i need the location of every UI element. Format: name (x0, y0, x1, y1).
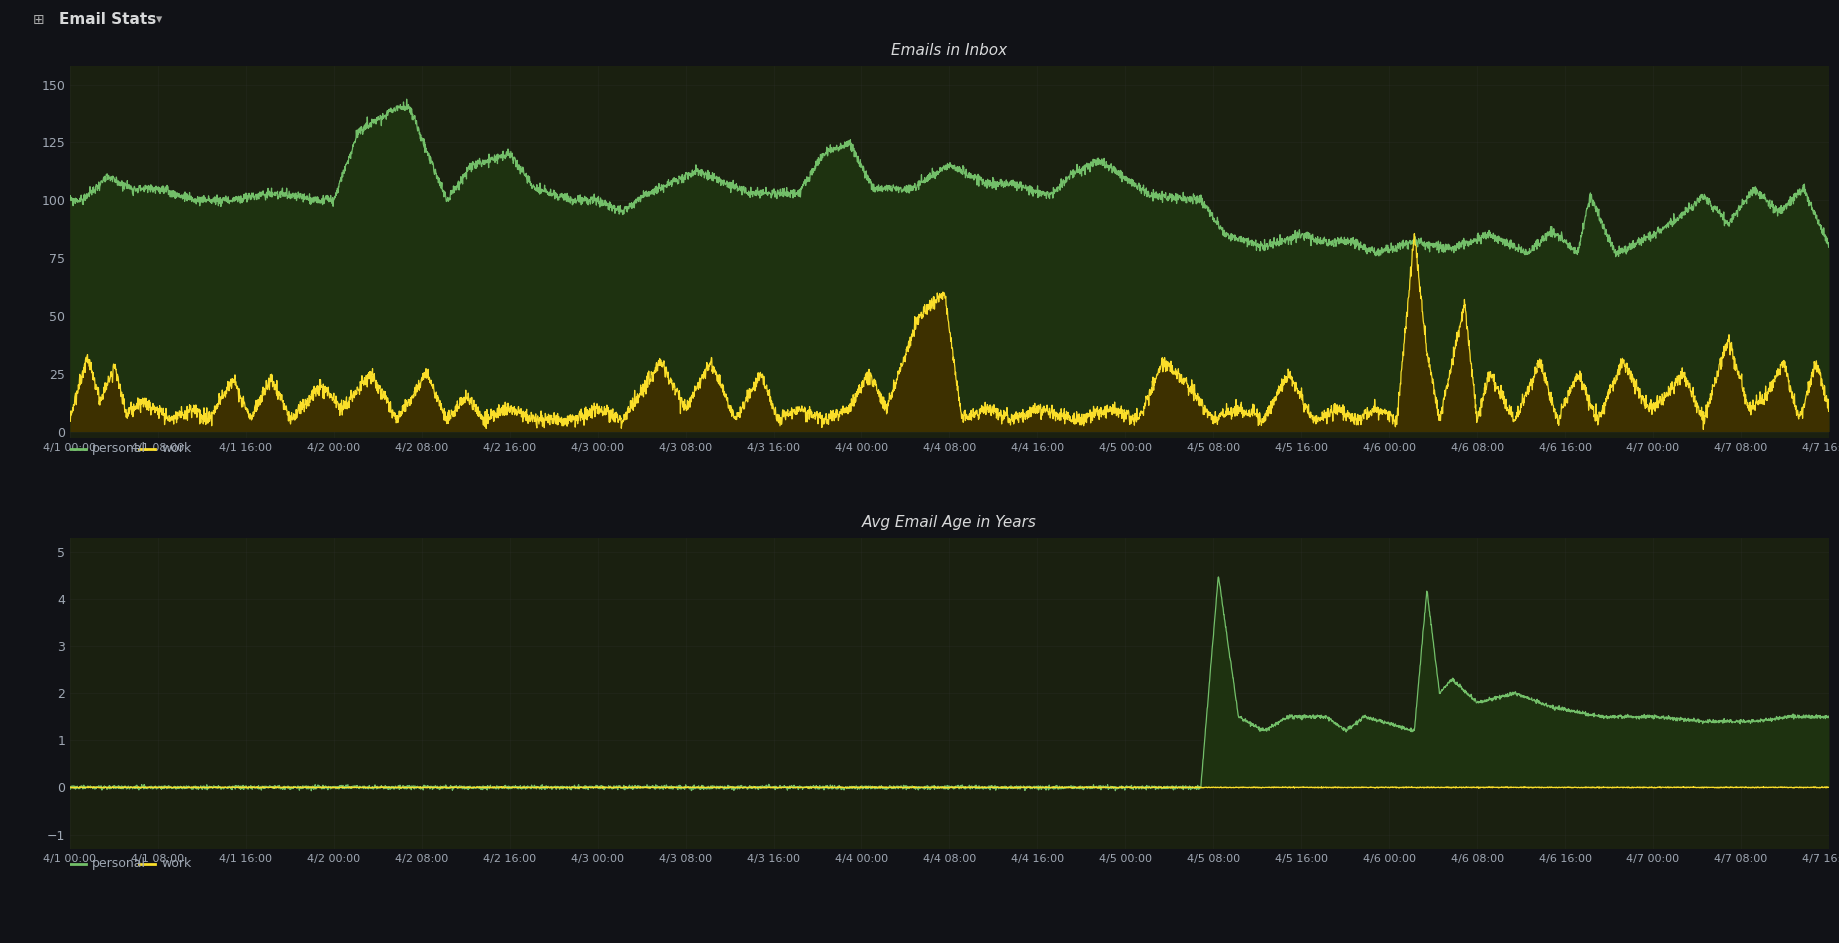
Text: ▾: ▾ (156, 13, 162, 26)
Text: Avg Email Age in Years: Avg Email Age in Years (861, 515, 1037, 530)
Text: work: work (162, 442, 191, 455)
Text: personal: personal (92, 857, 145, 870)
Text: work: work (162, 857, 191, 870)
Text: Emails in Inbox: Emails in Inbox (890, 43, 1008, 58)
Text: personal: personal (92, 442, 145, 455)
Text: Email Stats: Email Stats (59, 12, 156, 27)
Text: ⊞: ⊞ (33, 12, 44, 26)
